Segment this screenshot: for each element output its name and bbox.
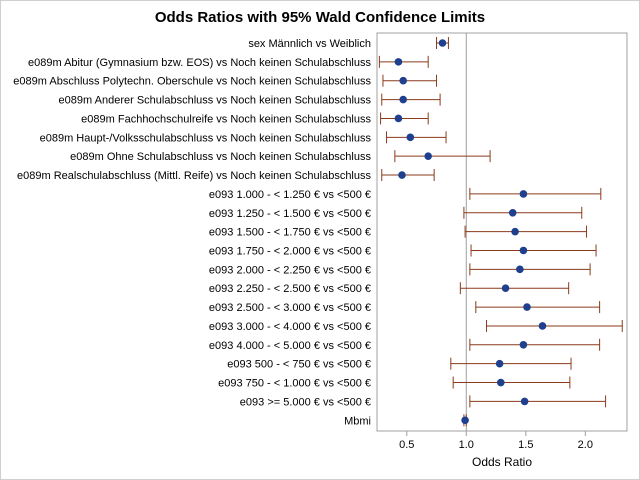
ci-bar bbox=[382, 74, 438, 87]
ci-bar bbox=[464, 225, 588, 238]
category-label: e089m Fachhochschulreife vs Noch keinen … bbox=[81, 113, 371, 125]
odds-ratio-point bbox=[394, 58, 403, 66]
category-label: e093 2.000 - < 2.250 € vs <500 € bbox=[209, 264, 371, 276]
ci-bar bbox=[469, 395, 607, 408]
ci-bar bbox=[469, 263, 591, 276]
odds-ratio-point bbox=[501, 284, 510, 293]
ci-bar bbox=[452, 376, 571, 389]
odds-ratio-point bbox=[519, 341, 528, 349]
odds-ratio-point bbox=[495, 359, 504, 368]
odds-ratio-point bbox=[519, 190, 528, 198]
odds-ratio-point bbox=[438, 39, 447, 47]
ci-bar bbox=[486, 319, 623, 332]
odds-ratio-point bbox=[424, 152, 432, 160]
category-label: e093 1.250 - < 1.500 € vs <500 € bbox=[209, 208, 371, 220]
x-tick-label: 2.0 bbox=[578, 439, 593, 451]
ci-bar bbox=[469, 187, 602, 200]
category-label: e093 1.000 - < 1.250 € vs <500 € bbox=[209, 189, 371, 201]
category-label: e093 4.000 - < 5.000 € vs <500 € bbox=[209, 340, 371, 352]
chart-title: Odds Ratios with 95% Wald Confidence Lim… bbox=[154, 9, 486, 26]
category-labels: sex Männlich vs Weiblich e089m Abitur (Gy… bbox=[13, 38, 371, 427]
category-label: e093 750 - < 1.000 € vs <500 € bbox=[218, 378, 371, 390]
category-label: e089m Realschulabschluss (Mittl. Reife) … bbox=[17, 170, 371, 182]
odds-ratio-point bbox=[394, 114, 403, 123]
category-label: e093 1.750 - < 2.000 € vs <500 € bbox=[209, 245, 371, 257]
category-label: e089m Abitur (Gymnasium bzw. EOS) vs Noc… bbox=[28, 57, 371, 69]
category-label: e093 1.500 - < 1.750 € vs <500 € bbox=[209, 227, 371, 239]
odds-ratio-point bbox=[406, 133, 415, 142]
category-label: e089m Anderer Schulabschluss vs Noch kei… bbox=[59, 95, 372, 107]
ci-bar bbox=[475, 301, 601, 314]
odds-ratio-point bbox=[497, 378, 505, 387]
odds-ratio-point bbox=[523, 303, 531, 311]
odds-ratio-point bbox=[398, 171, 406, 179]
ci-bar bbox=[381, 93, 441, 106]
ci-bar bbox=[450, 357, 572, 370]
category-label: e093 3.000 - < 4.000 € vs <500 € bbox=[209, 321, 371, 333]
odds-ratio-point bbox=[399, 76, 407, 85]
category-label: Mbmi bbox=[344, 415, 371, 427]
category-label: e093 >= 5.000 € vs <500 € bbox=[240, 396, 371, 408]
odds-ratio-point bbox=[519, 246, 528, 255]
ci-bar bbox=[380, 112, 429, 125]
ci-bar bbox=[459, 282, 570, 295]
category-label: e093 500 - < 750 € vs <500 € bbox=[227, 359, 371, 371]
odds-ratio-point bbox=[399, 95, 407, 104]
odds-ratio-point bbox=[508, 208, 517, 217]
x-tick-label: 1.0 bbox=[459, 439, 474, 451]
odds-ratio-points bbox=[394, 39, 547, 425]
odds-ratio-point bbox=[520, 397, 529, 406]
ci-bar bbox=[386, 131, 447, 144]
odds-ratio-point bbox=[511, 227, 519, 236]
category-label: e089m Abschluss Polytechn. Oberschule vs… bbox=[13, 76, 371, 88]
odds-ratio-point bbox=[516, 265, 524, 274]
ci-bar bbox=[470, 244, 597, 257]
ci-bar bbox=[378, 55, 429, 68]
category-label: e093 2.250 - < 2.500 € vs <500 € bbox=[209, 283, 371, 295]
ci-bar bbox=[463, 206, 583, 219]
x-axis-ticks: 0.5 1.0 1.5 2.0 bbox=[399, 431, 593, 451]
category-label: e089m Haupt-/Volksschulabschluss vs Noch… bbox=[40, 132, 372, 144]
confidence-intervals bbox=[378, 37, 623, 427]
x-axis-title: Odds Ratio bbox=[472, 455, 532, 469]
ci-bar bbox=[394, 150, 491, 163]
category-label: e089m Ohne Schulabschluss vs Noch keinen… bbox=[70, 151, 371, 163]
x-tick-label: 0.5 bbox=[399, 439, 414, 451]
ci-bar bbox=[469, 338, 601, 351]
odds-ratio-point bbox=[538, 322, 547, 330]
plot-area bbox=[376, 32, 628, 432]
odds-ratio-point bbox=[461, 416, 469, 425]
x-tick-label: 1.5 bbox=[518, 439, 533, 451]
category-label: e093 2.500 - < 3.000 € vs <500 € bbox=[209, 302, 371, 314]
category-label: sex Männlich vs Weiblich bbox=[248, 38, 371, 50]
ci-bar bbox=[381, 169, 435, 182]
